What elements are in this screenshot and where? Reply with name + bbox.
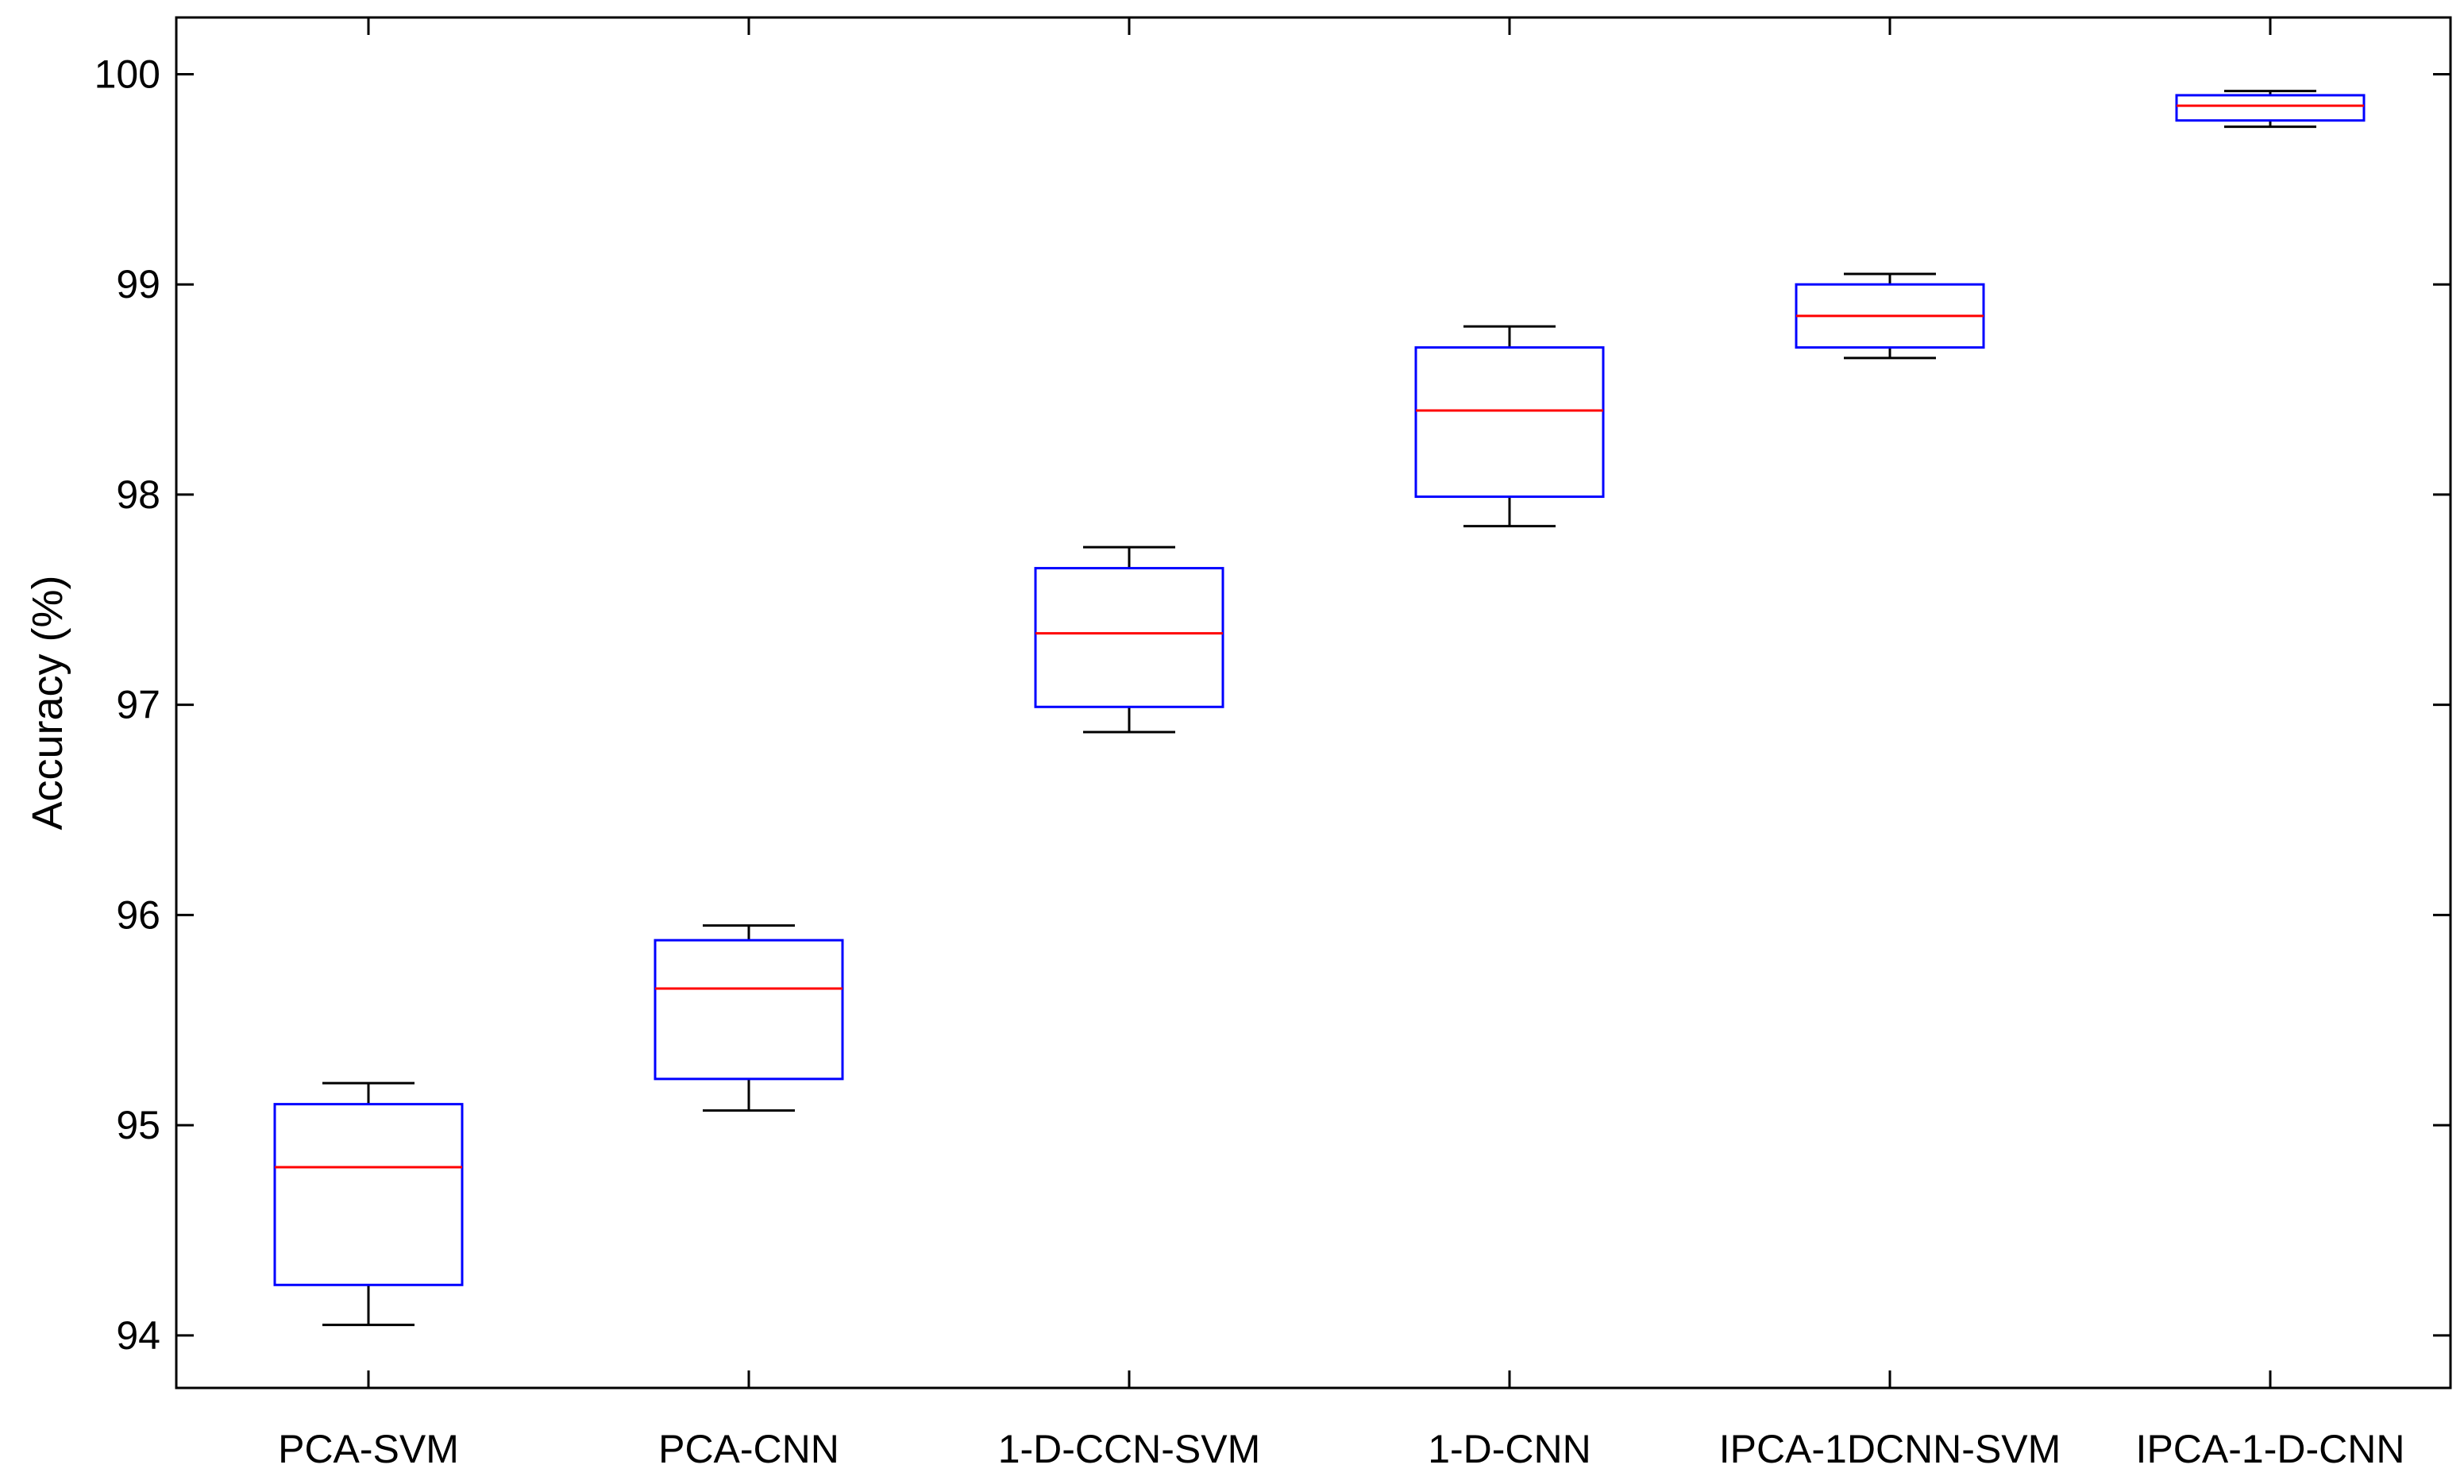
iqr-box: [2175, 94, 2366, 122]
x-tick-label: PCA-CNN: [658, 1427, 839, 1471]
y-tick-label: 99: [116, 262, 160, 306]
x-tick-label: IPCA-1DCNN-SVM: [1719, 1427, 2061, 1471]
y-tick-label: 95: [116, 1103, 160, 1147]
y-tick-label: 96: [116, 892, 160, 937]
box-3: [1414, 325, 1605, 528]
box-4: [1795, 272, 1985, 360]
chart-marks: [273, 90, 2366, 1327]
iqr-box: [273, 1103, 464, 1286]
plot-frame: [175, 16, 2452, 1390]
y-tick-label: 97: [116, 683, 160, 727]
axes: 94 95 96 97 98 99 100 PCA-SVM PCA-CNN 1-D-CCN-SVM…: [94, 17, 2451, 1471]
x-tick-label: 1-D-CCN-SVM: [998, 1427, 1261, 1471]
x-tick-label: IPCA-1-D-CNN: [2136, 1427, 2405, 1471]
iqr-box: [1034, 567, 1224, 708]
iqr-box: [654, 939, 844, 1081]
y-tick-label: 98: [116, 472, 160, 517]
y-tick-label: 94: [116, 1313, 160, 1358]
y-axis-title: Accuracy (%): [24, 575, 71, 830]
iqr-box: [1414, 346, 1605, 499]
box-2: [1034, 545, 1224, 734]
box-1: [654, 924, 844, 1112]
x-tick-label: 1-D-CNN: [1428, 1427, 1591, 1471]
x-tick-label: PCA-SVM: [278, 1427, 459, 1471]
y-tick-label: 100: [94, 52, 160, 96]
box-5: [2175, 90, 2366, 129]
box-0: [273, 1081, 464, 1327]
